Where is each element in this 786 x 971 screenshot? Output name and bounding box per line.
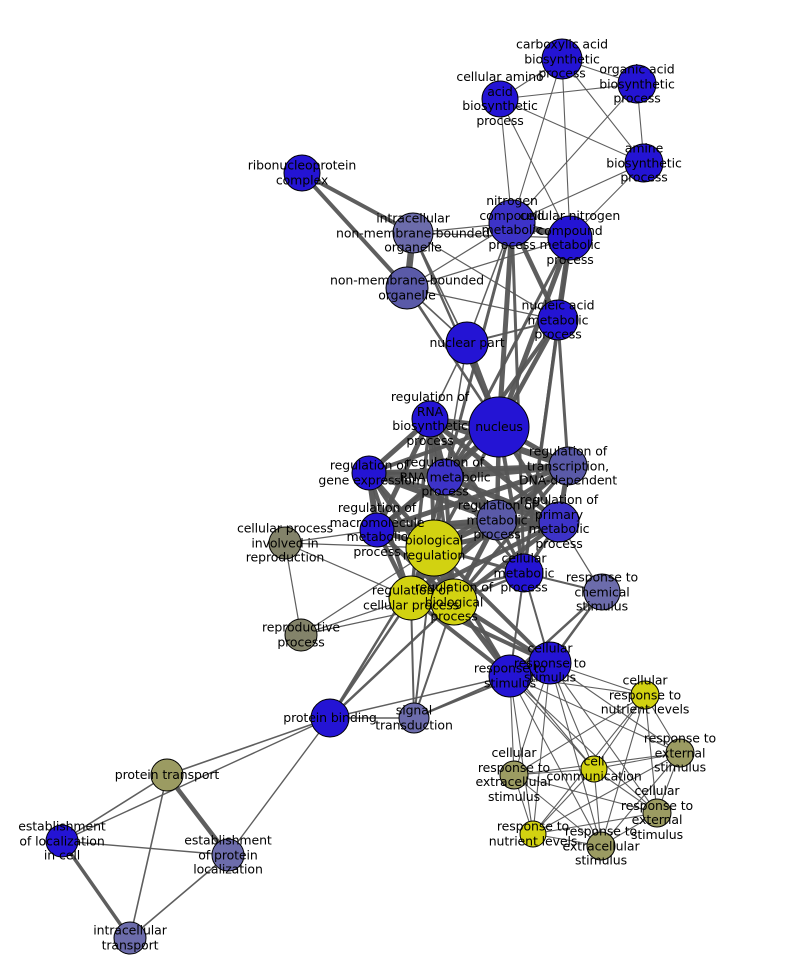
node-cellular_amino_acid_biosynthetic_process[interactable] bbox=[481, 80, 519, 118]
nodes-group bbox=[45, 38, 695, 955]
edge bbox=[593, 752, 681, 770]
node-regulation_of_primary_metabolic_process[interactable] bbox=[538, 501, 580, 543]
edge bbox=[509, 675, 534, 835]
node-regulation_of_metabolic_process[interactable] bbox=[476, 499, 518, 541]
node-non_membrane_bounded_organelle[interactable] bbox=[385, 266, 429, 310]
edge bbox=[496, 220, 515, 430]
edge bbox=[164, 772, 231, 858]
node-cellular_process_involved_in_reproduction[interactable] bbox=[268, 526, 302, 560]
node-response_to_external_stimulus[interactable] bbox=[665, 738, 695, 768]
edge bbox=[366, 463, 571, 476]
edge bbox=[549, 662, 681, 754]
node-nuclear_part[interactable] bbox=[445, 321, 489, 365]
edge bbox=[328, 600, 456, 720]
edges-group bbox=[60, 58, 681, 940]
edge bbox=[166, 717, 331, 776]
edge bbox=[499, 98, 645, 164]
edge bbox=[532, 812, 658, 835]
edge bbox=[284, 542, 412, 599]
node-regulation_of_cellular_process[interactable] bbox=[388, 575, 434, 621]
edge bbox=[511, 162, 645, 224]
node-cellular_response_to_extracellular_stimulus[interactable] bbox=[499, 760, 529, 790]
node-cellular_metabolic_process[interactable] bbox=[504, 553, 544, 593]
edge bbox=[549, 662, 602, 847]
node-regulation_of_transcription_dna_dependent[interactable] bbox=[548, 446, 588, 486]
edge bbox=[61, 774, 168, 842]
edge bbox=[511, 83, 638, 224]
node-signal_transduction[interactable] bbox=[398, 702, 430, 734]
edge bbox=[593, 694, 646, 770]
node-nitrogen_compound_metabolic_process[interactable] bbox=[488, 199, 536, 247]
edge bbox=[444, 342, 468, 478]
edge bbox=[329, 675, 511, 719]
node-organic_acid_biosynthetic_process[interactable] bbox=[617, 64, 657, 104]
node-ribonucleoprotein_complex[interactable] bbox=[283, 154, 321, 192]
edge bbox=[227, 717, 331, 856]
edge bbox=[406, 287, 559, 321]
node-intracellular_non_membrane_bounded_organelle[interactable] bbox=[392, 212, 434, 254]
edge bbox=[561, 58, 645, 164]
edge bbox=[644, 694, 658, 814]
node-establishment_of_localization_in_cell[interactable] bbox=[45, 824, 79, 858]
edge bbox=[499, 98, 571, 239]
node-amine_biosynthetic_process[interactable] bbox=[624, 143, 664, 183]
edge bbox=[496, 235, 573, 430]
edge bbox=[561, 58, 571, 239]
edge bbox=[61, 840, 229, 856]
node-nucleic_acid_metabolic_process[interactable] bbox=[537, 299, 579, 341]
node-nucleus[interactable] bbox=[468, 396, 530, 458]
node-cellular_response_to_stimulus[interactable] bbox=[528, 641, 572, 685]
edge bbox=[511, 58, 563, 224]
node-reproductive_process[interactable] bbox=[284, 618, 318, 652]
edge bbox=[408, 519, 562, 601]
node-cell_communication[interactable] bbox=[580, 755, 608, 783]
edge bbox=[522, 318, 560, 575]
edge bbox=[532, 752, 681, 835]
edge bbox=[300, 171, 415, 235]
edge bbox=[549, 662, 658, 814]
edge bbox=[532, 768, 595, 835]
node-regulation_of_rna_biosynthetic_process[interactable] bbox=[411, 400, 449, 438]
node-intracellular_transport[interactable] bbox=[113, 921, 147, 955]
node-response_to_extracellular_stimulus[interactable] bbox=[586, 831, 616, 861]
node-biological_regulation[interactable] bbox=[405, 519, 463, 577]
edge bbox=[328, 596, 413, 720]
edge bbox=[532, 662, 551, 835]
node-response_to_chemical_stimulus[interactable] bbox=[583, 573, 621, 611]
edge bbox=[366, 470, 562, 525]
edge bbox=[513, 694, 646, 776]
node-protein_transport[interactable] bbox=[150, 758, 184, 792]
edge bbox=[129, 774, 168, 939]
edge bbox=[406, 237, 571, 289]
node-response_to_nutrient_levels[interactable] bbox=[519, 820, 547, 848]
node-cellular_response_to_external_stimulus[interactable] bbox=[642, 798, 672, 828]
edge bbox=[509, 675, 681, 754]
node-regulation_of_gene_expression[interactable] bbox=[351, 455, 387, 491]
node-establishment_of_protein_localization[interactable] bbox=[211, 838, 245, 872]
edge bbox=[413, 547, 435, 719]
edge bbox=[129, 854, 229, 939]
edge bbox=[60, 839, 132, 940]
edge bbox=[513, 774, 658, 814]
edge bbox=[328, 546, 436, 720]
node-regulation_of_rna_metabolic_process[interactable] bbox=[426, 458, 464, 496]
edge bbox=[509, 675, 646, 696]
edge bbox=[61, 717, 331, 842]
node-cellular_nitrogen_compound_metabolic_process[interactable] bbox=[547, 215, 593, 261]
node-protein_binding[interactable] bbox=[310, 698, 350, 738]
node-regulation_of_biological_process[interactable] bbox=[430, 578, 478, 626]
node-response_to_stimulus[interactable] bbox=[488, 654, 532, 698]
edge bbox=[556, 318, 570, 468]
node-cellular_response_to_nutrient_levels[interactable] bbox=[630, 680, 660, 710]
edge bbox=[499, 83, 638, 100]
node-regulation_of_macromolecule_metabolic_process[interactable] bbox=[359, 512, 395, 548]
node-carboxylic_acid_biosynthetic_process[interactable] bbox=[541, 38, 583, 80]
edge bbox=[300, 171, 409, 290]
edge bbox=[513, 774, 602, 847]
edge bbox=[509, 675, 602, 847]
edge bbox=[600, 752, 681, 847]
